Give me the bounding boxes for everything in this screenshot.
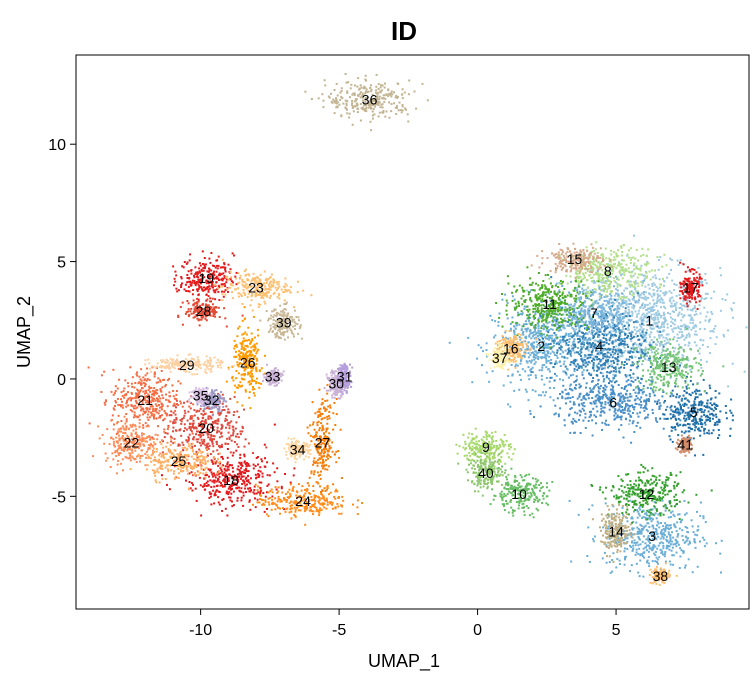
cluster-12-points (590, 463, 713, 524)
cluster-36-points (304, 73, 429, 132)
cluster-label-15: 15 (567, 251, 583, 267)
x-tick-label: 0 (473, 622, 482, 639)
cluster-label-1: 1 (645, 312, 653, 328)
cluster-label-20: 20 (198, 420, 214, 436)
cluster-label-39: 39 (276, 315, 292, 331)
cluster-label-41: 41 (678, 437, 694, 453)
x-axis-label: UMAP_1 (368, 651, 440, 672)
cluster-10-points (489, 465, 554, 519)
cluster-17-points (679, 261, 704, 310)
cluster-13-points (620, 327, 725, 395)
cluster-label-26: 26 (240, 355, 256, 371)
cluster-24-points (252, 472, 363, 526)
cluster-label-8: 8 (604, 263, 612, 279)
cluster-label-19: 19 (198, 270, 214, 286)
cluster-label-28: 28 (196, 303, 212, 319)
y-tick-label: 0 (57, 372, 66, 389)
scatter-points (87, 73, 748, 586)
cluster-label-29: 29 (179, 357, 195, 373)
x-tick-label: -10 (189, 622, 212, 639)
cluster-37-points (485, 342, 517, 370)
plot-frame (75, 54, 750, 610)
cluster-label-14: 14 (608, 524, 624, 540)
cluster-label-16: 16 (503, 340, 519, 356)
cluster-35-points (188, 386, 212, 407)
cluster-29-points (144, 353, 235, 376)
cluster-label-32: 32 (204, 392, 220, 408)
y-axis-ticks: -5 0 5 10 (48, 137, 76, 506)
cluster-label-31: 31 (337, 369, 353, 385)
cluster-label-36: 36 (362, 92, 378, 108)
cluster-label-38: 38 (653, 568, 669, 584)
cluster-label-24: 24 (295, 493, 311, 509)
x-tick-label: -5 (332, 622, 346, 639)
cluster-label-23: 23 (248, 279, 264, 295)
cluster-40-points (457, 451, 510, 497)
cluster-16-points (493, 329, 537, 371)
cluster-41-points (674, 434, 693, 457)
cluster-27-points (304, 384, 343, 493)
cluster-5-points (647, 375, 734, 457)
cluster-4-points (530, 275, 681, 406)
cluster-label-30: 30 (329, 376, 345, 392)
cluster-label-18: 18 (223, 472, 239, 488)
cluster-39-points (259, 301, 303, 341)
cluster-label-35: 35 (193, 387, 209, 403)
cluster-33-points (262, 363, 285, 387)
cluster-label-25: 25 (171, 453, 187, 469)
cluster-25-points (128, 437, 223, 491)
y-axis-label: UMAP_2 (14, 296, 35, 368)
cluster-19-points (172, 250, 241, 306)
cluster-label-4: 4 (596, 338, 604, 354)
cluster-14-points (591, 503, 636, 563)
cluster-9-points (455, 427, 516, 471)
cluster-label-17: 17 (683, 279, 699, 295)
cluster-label-9: 9 (482, 439, 490, 455)
cluster-labels: 1234567891011121314151617181920212223242… (124, 92, 699, 584)
cluster-34-points (283, 437, 312, 464)
x-axis-ticks: -10 -5 0 5 (189, 609, 621, 639)
chart-title: ID (391, 16, 417, 46)
cluster-label-37: 37 (492, 350, 508, 366)
cluster-23-points (213, 258, 313, 312)
cluster-20-points (147, 392, 268, 464)
cluster-6-points (529, 358, 707, 444)
cluster-3-points (568, 499, 723, 580)
cluster-38-points (648, 562, 678, 586)
cluster-18-points (161, 423, 296, 517)
cluster-label-22: 22 (124, 434, 140, 450)
cluster-label-5: 5 (690, 404, 698, 420)
cluster-label-34: 34 (290, 441, 306, 457)
cluster-label-2: 2 (537, 338, 545, 354)
cluster-label-13: 13 (661, 359, 677, 375)
cluster-11-points (495, 266, 600, 349)
cluster-label-12: 12 (639, 486, 655, 502)
cluster-22-points (92, 413, 170, 475)
cluster-15-points (530, 242, 613, 279)
cluster-label-10: 10 (511, 486, 527, 502)
cluster-label-7: 7 (590, 305, 598, 321)
y-tick-label: -5 (52, 489, 66, 506)
cluster-label-6: 6 (609, 394, 617, 410)
y-tick-label: 10 (48, 137, 66, 154)
cluster-31-points (337, 362, 354, 396)
cluster-label-11: 11 (542, 296, 557, 312)
y-tick-label: 5 (57, 255, 66, 272)
cluster-28-points (177, 297, 244, 328)
cluster-label-33: 33 (265, 369, 281, 385)
cluster-label-3: 3 (648, 528, 656, 544)
cluster-21-points (87, 366, 195, 441)
cluster-label-21: 21 (137, 392, 153, 408)
cluster-label-40: 40 (478, 465, 494, 481)
cluster-26-points (225, 306, 266, 410)
cluster-label-27: 27 (315, 434, 331, 450)
x-tick-label: 5 (612, 622, 621, 639)
